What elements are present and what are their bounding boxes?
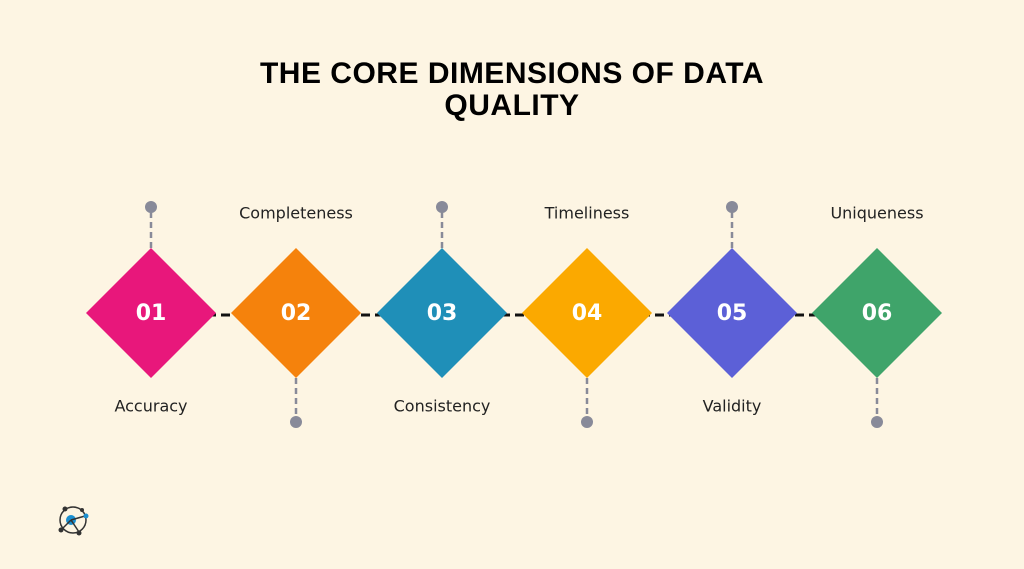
title: THE CORE DIMENSIONS OF DATA QUALITY xyxy=(259,57,765,122)
stem-dot xyxy=(145,201,157,213)
step-label: Uniqueness xyxy=(830,204,923,223)
diamond xyxy=(377,248,507,378)
stem-dot xyxy=(290,416,302,428)
items: 01 Accuracy 02 Completeness 03 Consistency 04 T… xyxy=(86,201,942,428)
diamond xyxy=(667,248,797,378)
dimension: 06 Uniqueness xyxy=(812,204,942,428)
step-number: 01 xyxy=(136,301,167,326)
stem-dot xyxy=(436,201,448,213)
step-number: 05 xyxy=(717,301,748,326)
diamond xyxy=(812,248,942,378)
dimension: 04 Timeliness xyxy=(522,204,652,428)
step-label: Accuracy xyxy=(114,397,187,416)
dimension: 02 Completeness xyxy=(231,204,361,428)
step-number: 06 xyxy=(862,301,893,326)
diamond xyxy=(522,248,652,378)
step-label: Validity xyxy=(703,397,762,416)
stem-dot xyxy=(581,416,593,428)
stem-dot xyxy=(726,201,738,213)
step-number: 04 xyxy=(572,301,603,326)
logo xyxy=(58,506,89,536)
step-label: Completeness xyxy=(239,204,353,223)
dimension: 01 Accuracy xyxy=(86,201,216,416)
step-number: 02 xyxy=(281,301,312,326)
step-number: 03 xyxy=(427,301,458,326)
dimension: 05 Validity xyxy=(667,201,797,416)
stem-dot xyxy=(871,416,883,428)
step-label: Timeliness xyxy=(544,204,630,223)
diamond xyxy=(231,248,361,378)
dimension: 03 Consistency xyxy=(377,201,507,416)
step-label: Consistency xyxy=(394,397,491,416)
diamond xyxy=(86,248,216,378)
